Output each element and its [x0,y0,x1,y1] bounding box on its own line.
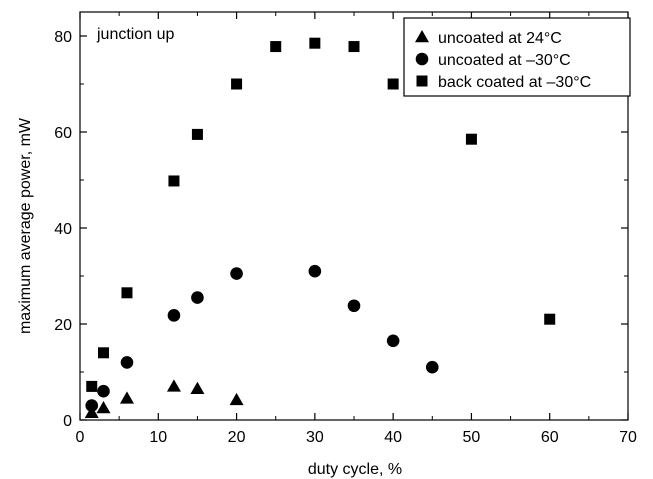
y-tick-label: 20 [54,317,72,334]
x-tick-label: 40 [384,429,402,446]
square-data-point [465,133,477,145]
circle-data-point [97,384,110,398]
axes: 0 10 20 30 40 50 60 70 0 20 40 60 80 [54,11,637,446]
legend-triangle-marker [415,30,429,43]
y-axis-title: maximum average power, mW [17,117,34,334]
square-data-point [387,78,399,90]
circle-data-point [425,360,439,374]
x-tick-label: 20 [228,429,246,446]
x-tick-label: 70 [619,429,637,446]
chart-annotation: junction up [96,26,174,43]
square-data-point [231,78,243,90]
circle-data-point [167,309,181,322]
legend: uncoated at 24°C uncoated at –30°C back co… [403,17,631,97]
legend-label: back coated at –30°C [438,74,591,91]
y-tick-label: 60 [54,125,72,142]
triangle-data-point [229,392,244,406]
y-tick-label: 40 [54,221,72,238]
square-data-point [270,41,282,53]
circle-data-point [230,267,243,280]
legend-label: uncoated at –30°C [438,52,571,69]
triangle-data-point [190,381,205,395]
x-tick-label: 30 [306,429,324,446]
square-data-point [121,287,133,299]
x-tick-label: 50 [463,429,481,446]
circle-data-point [347,299,361,313]
x-tick-label: 60 [541,429,559,446]
data-markers [84,37,556,419]
square-data-point [309,37,321,49]
legend-box [403,17,631,97]
circle-data-point [191,291,204,304]
square-data-point [544,313,556,325]
y-tick-label: 80 [54,29,72,46]
triangle-data-point [84,405,99,419]
x-tick-label: 0 [76,429,85,446]
circle-data-point [386,334,400,348]
x-tick-label: 10 [149,429,167,446]
circle-data-point [308,264,322,278]
x-axis-title: duty cycle, % [308,461,402,478]
triangle-data-point [119,391,134,404]
legend-square-marker [416,75,428,87]
legend-label: uncoated at 24°C [438,30,562,47]
square-data-point [97,347,109,359]
legend-circle-marker [415,52,429,66]
square-data-point [348,41,360,53]
square-data-point [168,175,180,187]
circle-data-point [85,399,99,412]
square-data-point [191,128,203,140]
square-data-point [86,380,98,392]
triangle-data-point [166,379,181,392]
triangle-data-point [96,401,111,414]
circle-data-point [120,356,134,369]
y-tick-label: 0 [63,413,72,430]
